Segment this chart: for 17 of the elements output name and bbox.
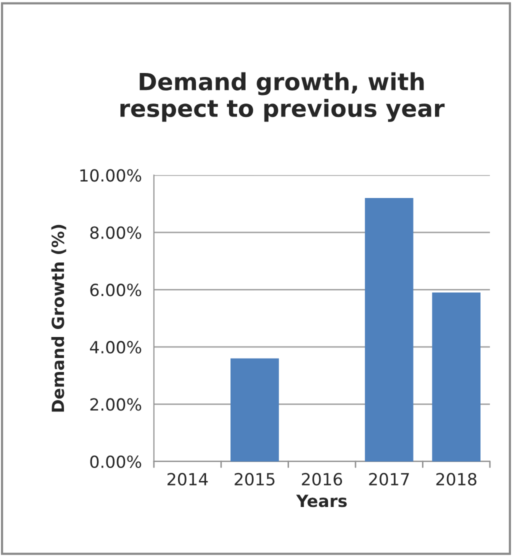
bar bbox=[230, 358, 279, 462]
x-tick-label: 2016 bbox=[302, 472, 342, 486]
chart-title: Demand growth, with respect to previous year bbox=[120, 72, 445, 122]
y-tick-label: 6.00% bbox=[90, 284, 142, 296]
x-tick-label: 2014 bbox=[168, 472, 208, 486]
y-tick-label: 0.00% bbox=[90, 455, 142, 468]
x-axis-title: Years bbox=[296, 494, 347, 508]
x-tick-label: 2015 bbox=[234, 472, 274, 486]
y-tick-label: 4.00% bbox=[90, 340, 142, 354]
x-tick-label: 2018 bbox=[436, 472, 476, 486]
x-tick-label: 2017 bbox=[369, 472, 409, 486]
bar bbox=[364, 198, 414, 462]
y-axis-title: Demand Growth (%) bbox=[51, 224, 66, 412]
y-tick-label: 10.00% bbox=[80, 169, 142, 182]
bar bbox=[432, 292, 481, 462]
y-tick-label: 2.00% bbox=[90, 398, 142, 411]
y-tick-label: 8.00% bbox=[90, 226, 142, 239]
